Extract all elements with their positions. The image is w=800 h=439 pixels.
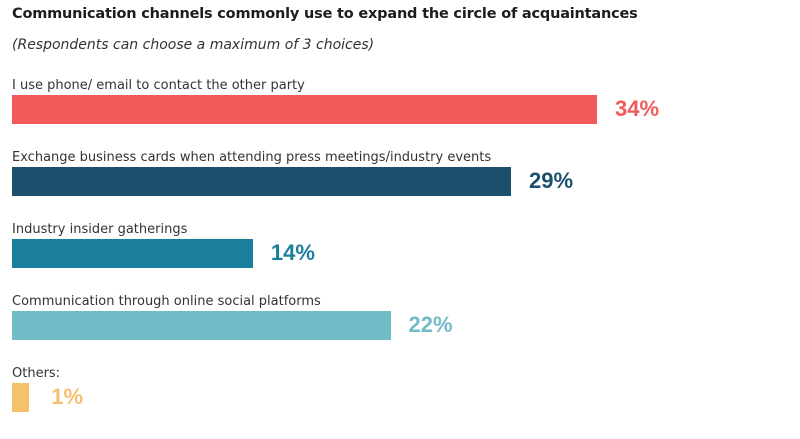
bar bbox=[12, 167, 511, 196]
value-label: 1% bbox=[51, 384, 83, 409]
category-label: Communication through online social plat… bbox=[12, 294, 321, 309]
value-label: 14% bbox=[270, 240, 315, 265]
chart-subtitle: (Respondents can choose a maximum of 3 c… bbox=[12, 37, 375, 53]
bar bbox=[12, 95, 597, 124]
category-label: Exchange business cards when attending p… bbox=[12, 150, 492, 165]
category-label: Industry insider gatherings bbox=[12, 222, 188, 237]
value-label: 34% bbox=[615, 96, 660, 121]
value-label: 22% bbox=[408, 312, 453, 337]
category-label: Others: bbox=[12, 366, 61, 381]
bar bbox=[12, 383, 30, 412]
bar bbox=[12, 311, 391, 340]
bar bbox=[12, 239, 253, 268]
category-label: I use phone/ email to contact the other … bbox=[12, 78, 305, 93]
chart-title: Communication channels commonly use to e… bbox=[12, 6, 638, 22]
value-label: 29% bbox=[528, 168, 574, 193]
